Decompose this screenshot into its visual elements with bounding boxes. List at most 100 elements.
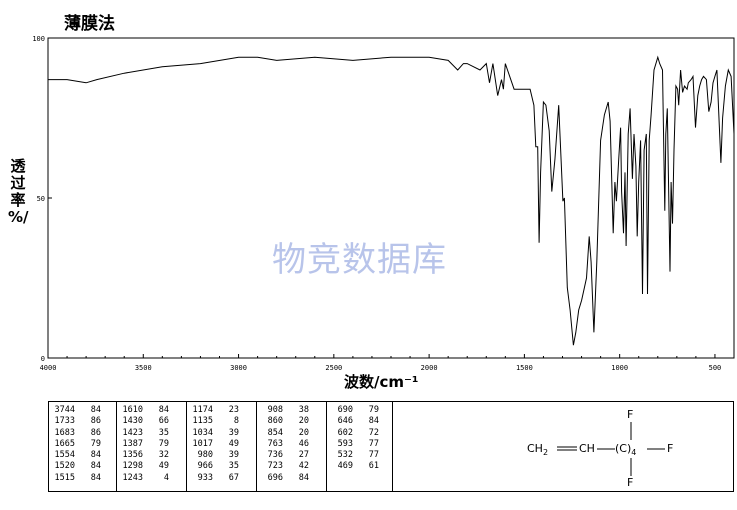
peak-row: 1387 79 <box>117 439 186 450</box>
peak-transmittance: 27 <box>298 450 309 461</box>
peak-row: 646 84 <box>327 416 392 427</box>
peak-transmittance: 77 <box>368 438 379 449</box>
peak-row: 1554 84 <box>49 450 116 461</box>
peak-row: 690 79 <box>327 405 392 416</box>
peak-column: 1174 23 1135 8 1034 39 1017 49 980 39 966 35 933 67 <box>187 402 257 491</box>
peak-wavenumber: 1520 <box>54 461 75 472</box>
peak-row: 1733 86 <box>49 416 116 427</box>
formula-ch2: CH2 <box>527 442 549 458</box>
peak-wavenumber: 532 <box>337 450 353 461</box>
peak-transmittance: 84 <box>90 450 101 461</box>
peak-transmittance: 79 <box>368 405 379 415</box>
peak-transmittance: 20 <box>298 427 309 438</box>
peak-wavenumber: 854 <box>267 427 283 438</box>
peak-row: 1034 39 <box>187 428 256 439</box>
peak-row: 763 46 <box>257 439 326 450</box>
peak-transmittance: 77 <box>368 450 379 461</box>
peak-wavenumber: 1174 <box>192 405 213 415</box>
structure-formula: CH2 CH (C)4 F F F <box>441 402 733 491</box>
peak-wavenumber: 860 <box>267 416 283 427</box>
peak-wavenumber: 1356 <box>122 450 143 461</box>
peak-wavenumber: 1683 <box>54 427 75 438</box>
peak-wavenumber: 1017 <box>192 438 213 449</box>
y-axis-label-char: 率 <box>10 191 26 209</box>
peak-wavenumber: 593 <box>337 438 353 449</box>
y-axis-label-char: 透 <box>10 157 26 175</box>
x-tick-label: 1000 <box>611 364 628 372</box>
chart-title: 薄膜法 <box>64 14 115 34</box>
peak-transmittance: 79 <box>158 438 169 449</box>
peak-column: 3744 84 1733 86 1683 86 1665 79 1554 84 1520 84 1515… <box>49 402 117 491</box>
peak-wavenumber: 3744 <box>54 405 75 415</box>
peak-transmittance: 20 <box>298 416 309 427</box>
peak-row: 854 20 <box>257 428 326 439</box>
peak-column: 908 38 860 20 854 20 763 46 736 27 723 42 696 84 <box>257 402 327 491</box>
peak-wavenumber: 1430 <box>122 416 143 427</box>
peak-row: 1430 66 <box>117 416 186 427</box>
peak-row: 1243 4 <box>117 473 186 484</box>
peak-transmittance: 67 <box>228 472 239 483</box>
peak-transmittance: 49 <box>158 461 169 472</box>
peak-column: 1610 84 1430 66 1423 35 1387 79 1356 32 1298 49 1243… <box>117 402 187 491</box>
peak-wavenumber: 763 <box>267 438 283 449</box>
y-axis-label-char: 过 <box>10 174 26 192</box>
peak-transmittance: 66 <box>158 416 169 427</box>
peak-transmittance: 39 <box>228 427 239 438</box>
y-tick-label: 0 <box>41 355 45 363</box>
peak-wavenumber: 723 <box>267 461 283 472</box>
peak-wavenumber: 1423 <box>122 427 143 438</box>
peak-wavenumber: 1733 <box>54 416 75 427</box>
peak-wavenumber: 602 <box>337 427 353 438</box>
y-axis-label-char: %/ <box>8 208 29 226</box>
peak-wavenumber: 1515 <box>54 472 75 483</box>
peak-transmittance: 39 <box>228 450 239 461</box>
peak-row: 966 35 <box>187 461 256 472</box>
peak-transmittance: 84 <box>368 416 379 427</box>
peak-table: 3744 84 1733 86 1683 86 1665 79 1554 84 1520 84 1515… <box>48 401 734 492</box>
y-tick-label: 50 <box>37 195 45 203</box>
peak-row: 1423 35 <box>117 428 186 439</box>
peak-wavenumber: 690 <box>337 405 353 415</box>
peak-row: 602 72 <box>327 428 392 439</box>
peak-row: 980 39 <box>187 450 256 461</box>
formula-f-bottom: F <box>627 476 634 489</box>
peak-row: 908 38 <box>257 405 326 416</box>
peak-column: 690 79 646 84 602 72 593 77 532 77 469 61 <box>327 402 393 491</box>
x-tick-label: 500 <box>709 364 722 372</box>
peak-row: 723 42 <box>257 461 326 472</box>
peak-transmittance: 72 <box>368 427 379 438</box>
peak-transmittance: 4 <box>163 472 169 483</box>
peak-transmittance: 86 <box>90 416 101 427</box>
peak-row: 1520 84 <box>49 461 116 472</box>
peak-row: 593 77 <box>327 439 392 450</box>
peak-transmittance: 61 <box>368 461 379 472</box>
y-tick-label: 100 <box>32 35 45 43</box>
peak-wavenumber: 1387 <box>122 438 143 449</box>
watermark: 物竞数据库 <box>272 240 447 280</box>
x-tick-label: 3000 <box>230 364 247 372</box>
x-tick-label: 1500 <box>516 364 533 372</box>
peak-transmittance: 42 <box>298 461 309 472</box>
peak-wavenumber: 1665 <box>54 438 75 449</box>
peak-transmittance: 23 <box>228 405 239 415</box>
peak-wavenumber: 933 <box>197 472 213 483</box>
peak-transmittance: 84 <box>90 472 101 483</box>
peak-transmittance: 35 <box>228 461 239 472</box>
peak-row: 1683 86 <box>49 428 116 439</box>
peak-transmittance: 32 <box>158 450 169 461</box>
peak-wavenumber: 1243 <box>122 472 143 483</box>
formula-bracket-group: (C)4 <box>615 442 637 458</box>
peak-row: 1610 84 <box>117 405 186 416</box>
x-tick-label: 3500 <box>135 364 152 372</box>
formula-f-right: F <box>667 442 674 455</box>
peak-row: 1135 8 <box>187 416 256 427</box>
x-axis-label: 波数/cm⁻¹ <box>344 373 419 391</box>
peak-row: 1298 49 <box>117 461 186 472</box>
formula-bonds <box>557 422 665 476</box>
ir-spectrum-chart: 4000 3500 3000 2500 2000 1500 1000 500 0 50 100 <box>32 35 735 372</box>
peak-transmittance: 84 <box>90 461 101 472</box>
peak-wavenumber: 1034 <box>192 427 213 438</box>
peak-row: 1515 84 <box>49 473 116 484</box>
peak-transmittance: 86 <box>90 427 101 438</box>
peak-wavenumber: 980 <box>197 450 213 461</box>
